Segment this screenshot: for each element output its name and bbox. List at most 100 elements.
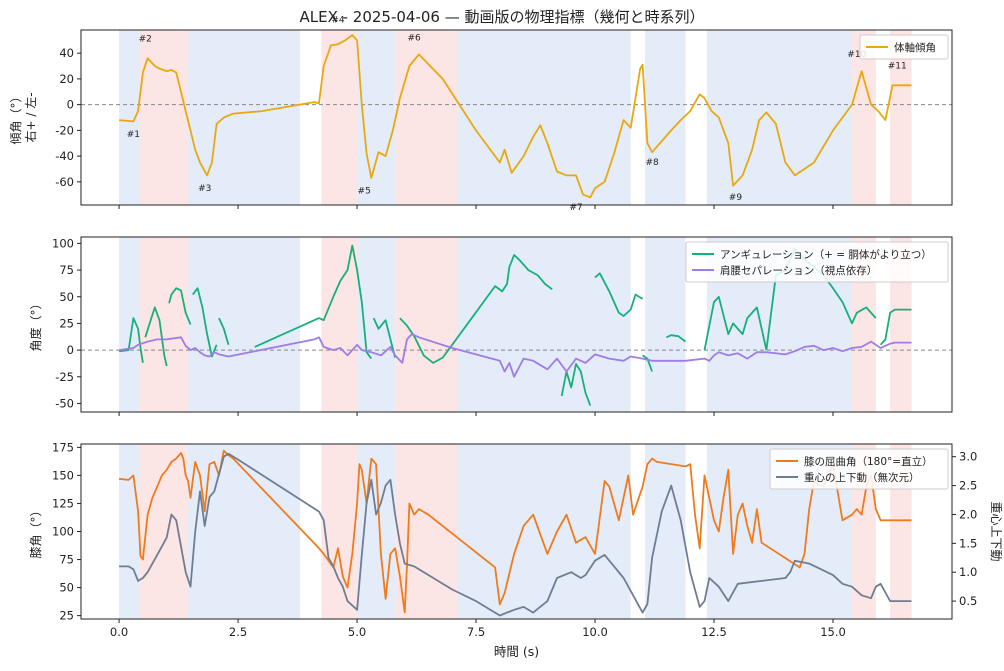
y-tick-label: 75 [59, 553, 74, 567]
series-line [703, 295, 768, 351]
y-tick-label: 75 [59, 263, 74, 277]
y-tick-label: 0 [67, 98, 74, 112]
phase-label: #3 [198, 184, 211, 194]
y-axis-label: 膝角（°） [29, 504, 43, 558]
x-tick-label: 7.5 [467, 625, 485, 639]
phase-label: #6 [408, 33, 422, 43]
phase-span-blue [457, 444, 631, 619]
phase-span-blue [706, 30, 853, 205]
series-line [399, 254, 553, 364]
phase-span-red [852, 30, 876, 205]
series-line [144, 306, 168, 367]
y-axis-label-line: 膝角（°） [29, 504, 43, 558]
x-axis-label: 時間 (s) [494, 644, 539, 659]
y-tick-label: 20 [59, 72, 74, 86]
phase-label: #7 [569, 203, 582, 213]
y-tick-label: 50 [59, 290, 74, 304]
phase-span-blue [645, 444, 686, 619]
legend: 体軸傾角 [859, 34, 949, 60]
legend-label: 肩腰セパレーション（視点依存） [720, 264, 877, 277]
series-line [119, 34, 912, 199]
y2-tick-label: 1.5 [959, 536, 977, 550]
phase-span-red [890, 30, 912, 205]
y-tick-label: 25 [59, 316, 74, 330]
series-line [118, 333, 912, 378]
series-line [168, 287, 192, 325]
phase-span-blue [457, 30, 631, 205]
x-tick-label: 15.0 [820, 625, 846, 639]
y-tick-label: 100 [52, 236, 74, 250]
y-tick-label: -25 [55, 370, 74, 384]
series-line [594, 272, 644, 317]
x-tick-label: 5.0 [348, 625, 366, 639]
phase-span-red [321, 237, 358, 412]
y-tick-label: 150 [52, 468, 74, 482]
panel-2: -50 -25 0 25 50 75 100 角度（°） アンギュレーション（+ = 胴体がより… [28, 236, 953, 416]
legend-label: アンギュレーション（+ = 胴体がより立つ） [720, 248, 932, 261]
legend-box [685, 241, 949, 283]
phase-span-red [321, 444, 358, 619]
phase-span-red [139, 237, 189, 412]
phase-label: #10 [847, 50, 866, 60]
series-line [118, 317, 144, 364]
x-tick-label: 2.5 [229, 625, 247, 639]
legend-box [769, 448, 949, 490]
phase-label: #9 [729, 193, 743, 203]
y-axis-label: 傾角（°）右+ / 左- [9, 90, 38, 144]
y-tick-label: 100 [52, 525, 74, 539]
y-axis-label-line: 角度（°） [28, 297, 43, 351]
legend: アンギュレーション（+ = 胴体がより立つ） 肩腰セパレーション（視点依存） [685, 241, 949, 283]
phase-span-blue [119, 30, 140, 205]
phase-span-blue [188, 237, 300, 412]
y-tick-label: 25 [59, 609, 74, 623]
phase-span-blue [188, 444, 300, 619]
series-line [666, 334, 687, 343]
phase-span-red [139, 444, 189, 619]
phase-label: #2 [139, 35, 152, 45]
phase-span-blue [119, 444, 140, 619]
y-tick-label: 40 [59, 46, 74, 60]
y2-tick-label: 0.5 [959, 594, 977, 608]
y-tick-label: 125 [52, 496, 74, 510]
y-tick-label: -40 [55, 149, 74, 163]
y-tick-label: 0 [67, 343, 74, 357]
legend-label: 重心の上下動（無次元） [804, 471, 920, 484]
phase-label: #4 [331, 15, 345, 25]
phase-span-red [321, 30, 358, 205]
series-line [119, 452, 912, 617]
y-tick-label: -60 [55, 175, 74, 189]
legend-box [859, 34, 949, 60]
legend-label: 体軸傾角 [894, 41, 936, 54]
phase-span-blue [645, 30, 686, 205]
x-tick-label: 12.5 [701, 625, 727, 639]
legend: 膝の屈曲角（180°=直立） 重心の上下動（無次元） [769, 448, 949, 490]
y-tick-label: 175 [52, 440, 74, 454]
panel-3: 25 50 75 100 125 150 175 0.5 1.0 1.5 2.0 2.5 3.0 重心上下… [29, 440, 1003, 639]
phase-label: #8 [646, 158, 660, 168]
y2-tick-label: 1.0 [959, 565, 977, 579]
series-line [118, 449, 912, 614]
y-axis-label-line: 右+ / 左- [23, 92, 38, 142]
phase-span-red [395, 30, 458, 205]
panel-1: #1 #2 #3 #4 #5 #6 #7 #8 #9 #10 #11 -60 -40 -20 0 20 40 傾角… [9, 15, 953, 213]
legend-label: 膝の屈曲角（180°=直立） [804, 455, 933, 468]
phase-span-blue [457, 237, 631, 412]
phase-label: #5 [358, 186, 371, 196]
y2-tick-label: 2.5 [959, 479, 977, 493]
y-axis-label: 角度（°） [28, 297, 43, 351]
y-tick-label: -20 [55, 123, 74, 137]
y-tick-label: 50 [59, 581, 74, 595]
series-line [879, 308, 912, 346]
series-line [642, 354, 653, 372]
y2-tick-label: 3.0 [959, 450, 977, 464]
series-line [372, 317, 396, 358]
x-tick-label: 10.0 [582, 625, 608, 639]
x-tick-label: 0.0 [110, 625, 128, 639]
phase-span-red [395, 237, 458, 412]
y-tick-label: -50 [55, 396, 74, 410]
phase-label: #1 [127, 130, 140, 140]
phase-span-blue [645, 237, 686, 412]
chart-title: ALEX - 2025-04-06 — 動画版の物理指標（幾何と時系列） [299, 8, 705, 26]
y2-tick-label: 2.0 [959, 507, 977, 521]
